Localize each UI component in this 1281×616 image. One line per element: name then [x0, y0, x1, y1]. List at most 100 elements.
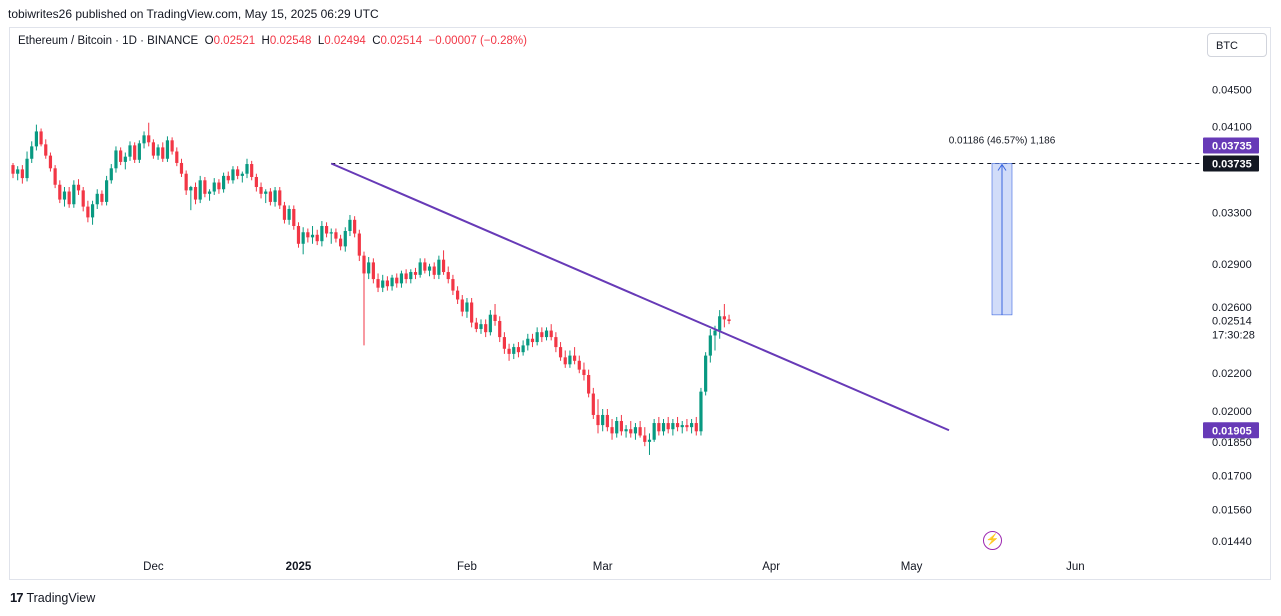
candle: [460, 295, 464, 317]
candle-body: [222, 175, 226, 190]
candle-body: [690, 423, 694, 428]
tradingview-logo[interactable]: 17 TradingView: [10, 590, 95, 605]
candle-body: [413, 272, 418, 275]
candle: [488, 310, 492, 336]
candle-body: [114, 150, 118, 169]
candle: [577, 355, 581, 374]
candle: [217, 179, 221, 194]
candle-body: [128, 145, 132, 157]
measure-arrow-head: [997, 163, 1007, 171]
candle-body: [596, 414, 600, 426]
candle-body: [273, 190, 277, 202]
candle: [661, 418, 666, 436]
candle-body: [395, 277, 399, 284]
candle: [647, 433, 652, 455]
candle: [207, 189, 212, 201]
candle-body: [568, 355, 572, 365]
candle: [67, 186, 71, 208]
candle-body: [601, 414, 605, 426]
candle-body: [151, 142, 155, 156]
candle: [582, 362, 586, 381]
candle: [34, 124, 38, 151]
candle: [708, 328, 712, 363]
candle-body: [367, 262, 371, 274]
candle: [479, 319, 483, 334]
candle-body: [577, 360, 581, 370]
candle-body: [90, 204, 95, 218]
lightning-icon[interactable]: ⚡: [983, 531, 1002, 550]
candle-body: [357, 233, 361, 256]
price-badge-target-purple-bg: [1203, 137, 1259, 154]
candle: [320, 221, 324, 247]
candle-body: [376, 279, 380, 288]
candle: [507, 343, 511, 361]
candle: [456, 286, 460, 304]
candle-body: [170, 140, 174, 152]
candle-body: [587, 375, 591, 394]
candle-body: [470, 302, 474, 323]
candle-body: [652, 423, 656, 440]
candle-body: [264, 191, 268, 194]
candle-body: [236, 169, 240, 176]
price-badge-target-black: 0.03735: [1203, 155, 1259, 172]
candle: [540, 327, 544, 343]
candle: [498, 316, 502, 343]
candle-body: [549, 330, 553, 338]
candle: [245, 158, 249, 179]
candle: [212, 178, 216, 195]
candle-body: [161, 147, 165, 159]
candle: [399, 270, 404, 288]
candle: [296, 222, 301, 248]
chart-frame: [9, 27, 1271, 580]
candle: [278, 186, 282, 209]
candle: [432, 262, 436, 280]
candle-body: [254, 176, 258, 187]
candle-body: [451, 279, 455, 291]
tradingview-logo-text: TradingView: [26, 590, 96, 605]
candle-body: [582, 369, 586, 376]
candle: [516, 342, 521, 358]
candle: [666, 416, 670, 434]
candle-body: [409, 272, 413, 280]
candle: [240, 171, 244, 183]
candle-body: [250, 164, 254, 177]
candle: [675, 416, 680, 432]
y-tick-label: 0.02900: [1212, 259, 1252, 271]
candle: [441, 250, 446, 275]
overlays: 0.01186 (46.57%) 1,186: [330, 136, 1200, 432]
candle: [250, 160, 254, 181]
candle-body: [498, 320, 502, 338]
candle: [268, 188, 272, 206]
candle-body: [526, 338, 530, 346]
price-badge-target-purple-text: 0.03735: [1212, 141, 1252, 153]
candle: [306, 228, 310, 243]
candle-body: [671, 423, 675, 430]
symbol-title[interactable]: Ethereum / Bitcoin · 1D · BINANCE: [18, 35, 199, 47]
candle: [90, 200, 95, 225]
candle: [254, 173, 258, 192]
candle-body: [105, 180, 109, 202]
candle-body: [133, 145, 137, 160]
y-tick-label: 0.04500: [1212, 85, 1252, 97]
candle: [638, 421, 642, 438]
candle: [236, 166, 240, 180]
candle-body: [203, 180, 207, 194]
price-badge-support-text: 0.01905: [1212, 425, 1252, 437]
currency-button[interactable]: BTC: [1207, 33, 1267, 57]
candle-body: [142, 135, 146, 144]
tradingview-mark-icon: 17: [10, 590, 24, 605]
candle-body: [605, 414, 609, 428]
candle: [605, 409, 609, 432]
candle: [109, 164, 113, 184]
candle: [371, 258, 375, 284]
candle: [53, 165, 57, 189]
candle-body: [512, 347, 516, 354]
candle: [222, 172, 226, 193]
candle-body: [179, 162, 184, 174]
candle: [343, 227, 347, 252]
candle: [619, 414, 623, 436]
candle-body: [231, 169, 235, 181]
candle: [385, 276, 389, 291]
candle: [175, 147, 179, 167]
